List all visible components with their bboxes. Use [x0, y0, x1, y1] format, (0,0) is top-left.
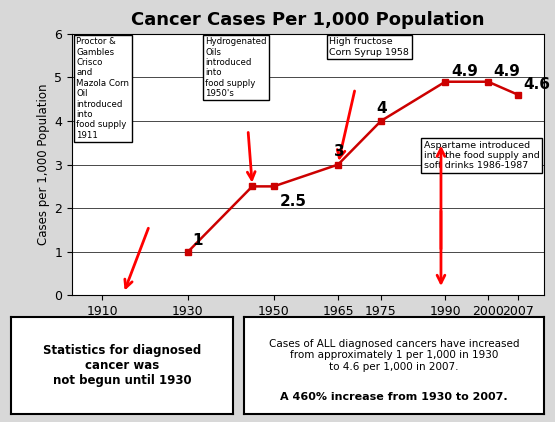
Text: Hydrogenated
Oils
introduced
into
food supply
1950's: Hydrogenated Oils introduced into food s…	[205, 37, 266, 98]
Text: Proctor &
Gambles
Crisco
and
Mazola Corn
Oil
introduced
into
food supply
1911: Proctor & Gambles Crisco and Mazola Corn…	[77, 37, 129, 140]
Y-axis label: Cases per 1,000 Population: Cases per 1,000 Population	[37, 84, 51, 245]
Text: 4.9: 4.9	[451, 64, 478, 79]
Text: Cases of ALL diagnosed cancers have increased
from approximately 1 per 1,000 in : Cases of ALL diagnosed cancers have incr…	[269, 339, 519, 372]
Text: A 460% increase from 1930 to 2007.: A 460% increase from 1930 to 2007.	[280, 392, 508, 402]
Text: 4.9: 4.9	[494, 64, 521, 79]
Text: Statistics for diagnosed
cancer was
not begun until 1930: Statistics for diagnosed cancer was not …	[43, 344, 201, 387]
Text: 3: 3	[334, 144, 345, 159]
Text: 4.6: 4.6	[524, 77, 551, 92]
Text: 4: 4	[377, 100, 387, 116]
Text: Aspartame introduced
into the food supply and
soft drinks 1986-1987: Aspartame introduced into the food suppl…	[424, 141, 539, 170]
X-axis label: Year: Year	[289, 322, 327, 337]
Text: High fructose
Corn Syrup 1958: High fructose Corn Syrup 1958	[330, 37, 410, 57]
Text: 2.5: 2.5	[279, 194, 306, 209]
Title: Cancer Cases Per 1,000 Population: Cancer Cases Per 1,000 Population	[132, 11, 485, 30]
Text: 1: 1	[192, 233, 203, 248]
